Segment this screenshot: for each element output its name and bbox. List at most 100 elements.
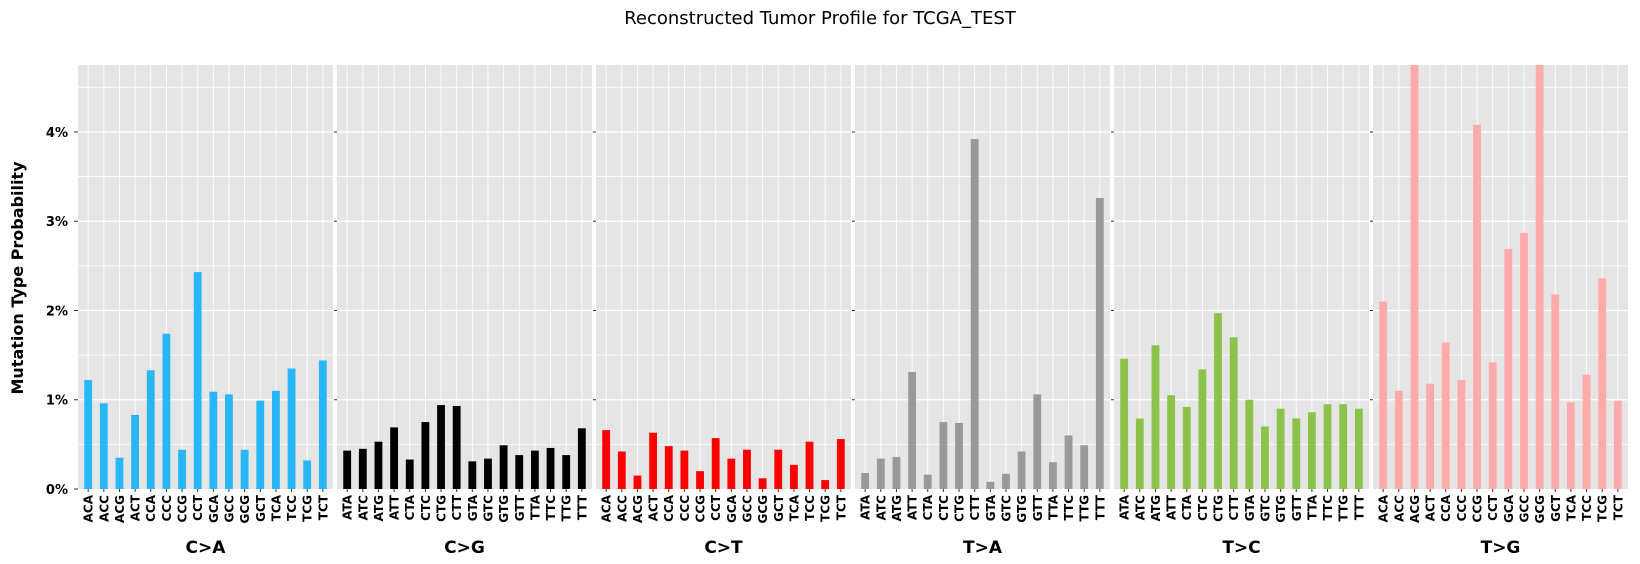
x-tick-label: GTC <box>1258 495 1272 522</box>
bar-C>T-TCA <box>789 464 798 489</box>
bar-C>G-TTG <box>562 455 571 489</box>
bar-T>C-ATG <box>1151 345 1160 489</box>
x-tick-label: ATC <box>1133 495 1147 521</box>
x-tick-label: TCA <box>269 494 283 521</box>
x-tick-label: TCT <box>316 494 330 520</box>
x-tick-label: TTG <box>560 495 574 522</box>
group-label: C>A <box>186 538 227 558</box>
x-tick-label: CTT <box>450 494 464 520</box>
bar-T>G-TCC <box>1582 374 1591 489</box>
x-tick-label: CTG <box>1212 495 1226 522</box>
bar-T>C-GTG <box>1276 408 1285 489</box>
bar-T>C-CTT <box>1229 337 1238 489</box>
group-label: T>C <box>1222 538 1260 558</box>
bar-T>A-ATG <box>892 456 901 489</box>
x-tick-label: TTC <box>1321 495 1335 521</box>
panel-5: ACA ACC ACG ACT CCA CCC CCG CCT GCA GCC GCG GCT TCA T… <box>1370 65 1628 558</box>
x-tick-label: TTA <box>1046 494 1060 520</box>
x-tick-label: TCT <box>1611 494 1625 520</box>
bar-C>T-TCG <box>821 480 830 489</box>
bar-C>G-TTC <box>546 447 555 489</box>
y-axis-label: Mutation Type Probability <box>8 161 27 395</box>
bar-C>A-ACA <box>84 380 93 489</box>
bar-T>C-CTG <box>1214 313 1222 489</box>
y-tick-label: 4% <box>46 126 68 141</box>
x-tick-label: TCT <box>834 494 848 520</box>
x-tick-label: GTA <box>984 494 998 521</box>
x-tick-label: ATC <box>874 495 888 521</box>
x-tick-label: TTC <box>1062 495 1076 521</box>
bar-C>T-CCC <box>680 450 689 489</box>
chart-panels: ACA ACC ACG ACT CCA CCC CCG CCT GCA GCC GCG GCT TCA T… <box>78 65 1628 558</box>
panel-background <box>596 65 851 489</box>
bar-T>G-ACA <box>1379 301 1388 489</box>
group-label: C>T <box>704 538 743 558</box>
panel-2: ACA ACC ACG ACT CCA CCC CCG CCT GCA GCC GCG GCT TCA T… <box>593 65 851 558</box>
bar-C>G-GTT <box>515 455 524 489</box>
x-tick-label: CCG <box>1471 495 1485 522</box>
x-tick-label: CTA <box>403 494 417 520</box>
bar-T>A-CTG <box>955 422 963 489</box>
x-tick-label: ATG <box>1149 495 1163 521</box>
bar-T>A-GTG <box>1017 451 1026 489</box>
bar-T>G-ACT <box>1426 383 1435 489</box>
bar-T>C-GTT <box>1292 418 1301 489</box>
x-tick-label: ATA <box>341 494 355 520</box>
y-axis-ticks: 0% 1% 2% 3% 4% <box>46 126 78 498</box>
x-tick-label: ACA <box>82 494 96 522</box>
bar-C>A-GCC <box>225 394 233 489</box>
bar-C>T-GCA <box>727 458 736 489</box>
panel-3: ATA ATC ATG ATT CTA CTC CTG CTT GTA GTC GTG GTT TTA T… <box>852 65 1110 558</box>
bar-T>G-TCG <box>1598 278 1607 489</box>
bar-T>G-CCA <box>1441 342 1450 489</box>
x-tick-label: CCT <box>1486 494 1500 521</box>
x-tick-label: CTG <box>953 495 967 522</box>
bar-C>A-CCC <box>162 333 171 489</box>
bar-C>T-ACC <box>617 451 626 489</box>
panel-1: ATA ATC ATG ATT CTA CTC CTG CTT GTA GTC GTG GTT TTA T… <box>334 65 592 558</box>
bar-T>G-TCT <box>1613 400 1622 489</box>
x-tick-label: GCT <box>772 494 786 522</box>
x-tick-label: ACT <box>1424 494 1438 521</box>
x-tick-label: CCC <box>678 495 692 522</box>
x-tick-label: GTT <box>1290 494 1304 521</box>
group-label: C>G <box>444 538 485 558</box>
bar-C>T-GCC <box>743 449 751 489</box>
panel-background <box>855 65 1110 489</box>
x-tick-label: TCC <box>285 495 299 521</box>
panel-0: ACA ACC ACG ACT CCA CCC CCG CCT GCA GCC GCG GCT TCA T… <box>78 65 333 558</box>
bar-T>A-GTT <box>1033 394 1042 489</box>
x-tick-label: GCG <box>238 495 252 524</box>
x-tick-label: TTA <box>1305 494 1319 520</box>
group-label: T>A <box>963 538 1003 558</box>
x-tick-label: CCG <box>694 495 708 522</box>
bar-T>C-ATT <box>1167 395 1176 489</box>
x-tick-label: GTG <box>1274 495 1288 523</box>
bar-T>A-TTG <box>1080 445 1089 489</box>
bar-C>T-ACA <box>602 430 611 489</box>
x-tick-label: GCT <box>1549 494 1563 522</box>
bar-T>G-TCA <box>1566 402 1575 489</box>
x-tick-label: GTC <box>481 495 495 522</box>
x-tick-label: GCG <box>756 495 770 524</box>
bar-T>C-GTA <box>1245 399 1254 489</box>
x-tick-label: TCC <box>803 495 817 521</box>
x-tick-label: GCC <box>1517 495 1531 523</box>
bar-T>A-ATC <box>876 458 885 489</box>
bar-C>T-CCG <box>696 471 704 489</box>
bar-C>A-TCG <box>303 460 312 489</box>
x-tick-label: TTT <box>575 494 589 520</box>
x-tick-label: TCA <box>787 494 801 521</box>
bar-C>T-CCT <box>711 438 720 489</box>
x-tick-label: ATA <box>859 494 873 520</box>
bar-C>T-GCT <box>774 449 783 489</box>
bar-T>C-ATA <box>1120 358 1129 489</box>
x-tick-label: CTT <box>968 494 982 520</box>
panel-4: ATA ATC ATG ATT CTA CTC CTG CTT GTA GTC GTG GTT TTA T… <box>1111 65 1369 558</box>
x-tick-label: CCT <box>191 494 205 521</box>
bar-T>G-CCC <box>1457 380 1466 489</box>
bar-T>A-GTA <box>986 481 995 489</box>
x-tick-label: GTG <box>1015 495 1029 523</box>
bar-T>C-ATC <box>1135 418 1144 489</box>
bar-C>G-CTG <box>437 405 445 489</box>
